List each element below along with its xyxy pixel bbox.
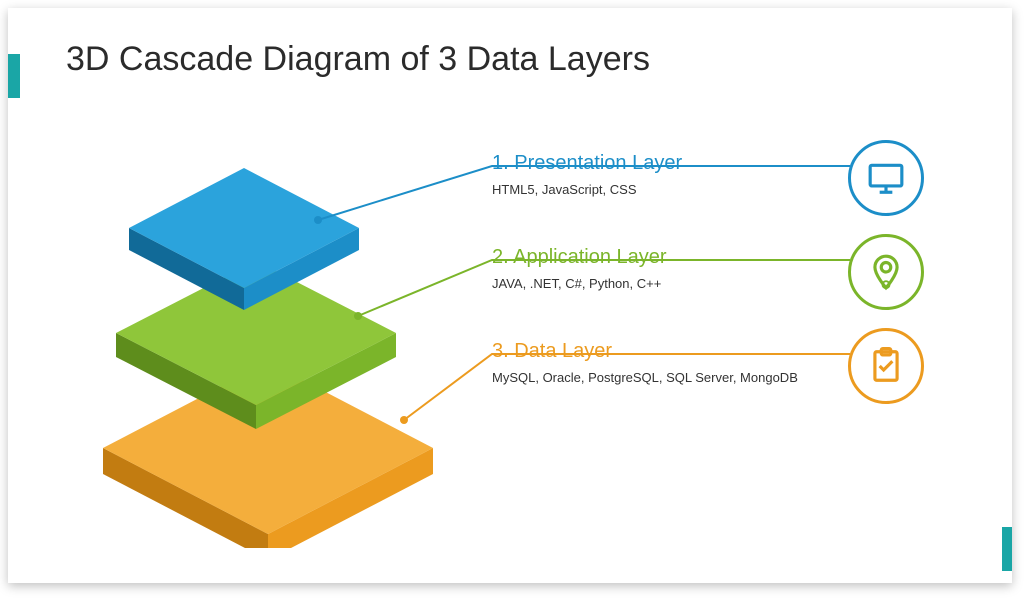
layer-text-3: 3. Data Layer MySQL, Oracle, PostgreSQL, …: [492, 340, 812, 387]
monitor-icon: [848, 140, 924, 216]
cascade-diagram: [68, 168, 448, 548]
layer-body: JAVA, .NET, C#, Python, C++: [492, 275, 812, 293]
pin-icon: [848, 234, 924, 310]
accent-left: [8, 54, 20, 98]
layer-title: 3. Data Layer: [492, 340, 812, 363]
slide: 3D Cascade Diagram of 3 Data Layers 1. P…: [8, 8, 1012, 583]
slide-title: 3D Cascade Diagram of 3 Data Layers: [66, 40, 650, 79]
layer-body: MySQL, Oracle, PostgreSQL, SQL Server, M…: [492, 369, 812, 387]
layer-title: 1. Presentation Layer: [492, 152, 812, 175]
layer-text-2: 2. Application Layer JAVA, .NET, C#, Pyth…: [492, 246, 812, 293]
layer-text-1: 1. Presentation Layer HTML5, JavaScript, …: [492, 152, 812, 199]
accent-right: [1002, 527, 1012, 571]
clipboard-icon: [848, 328, 924, 404]
layer-body: HTML5, JavaScript, CSS: [492, 181, 812, 199]
layer-title: 2. Application Layer: [492, 246, 812, 269]
